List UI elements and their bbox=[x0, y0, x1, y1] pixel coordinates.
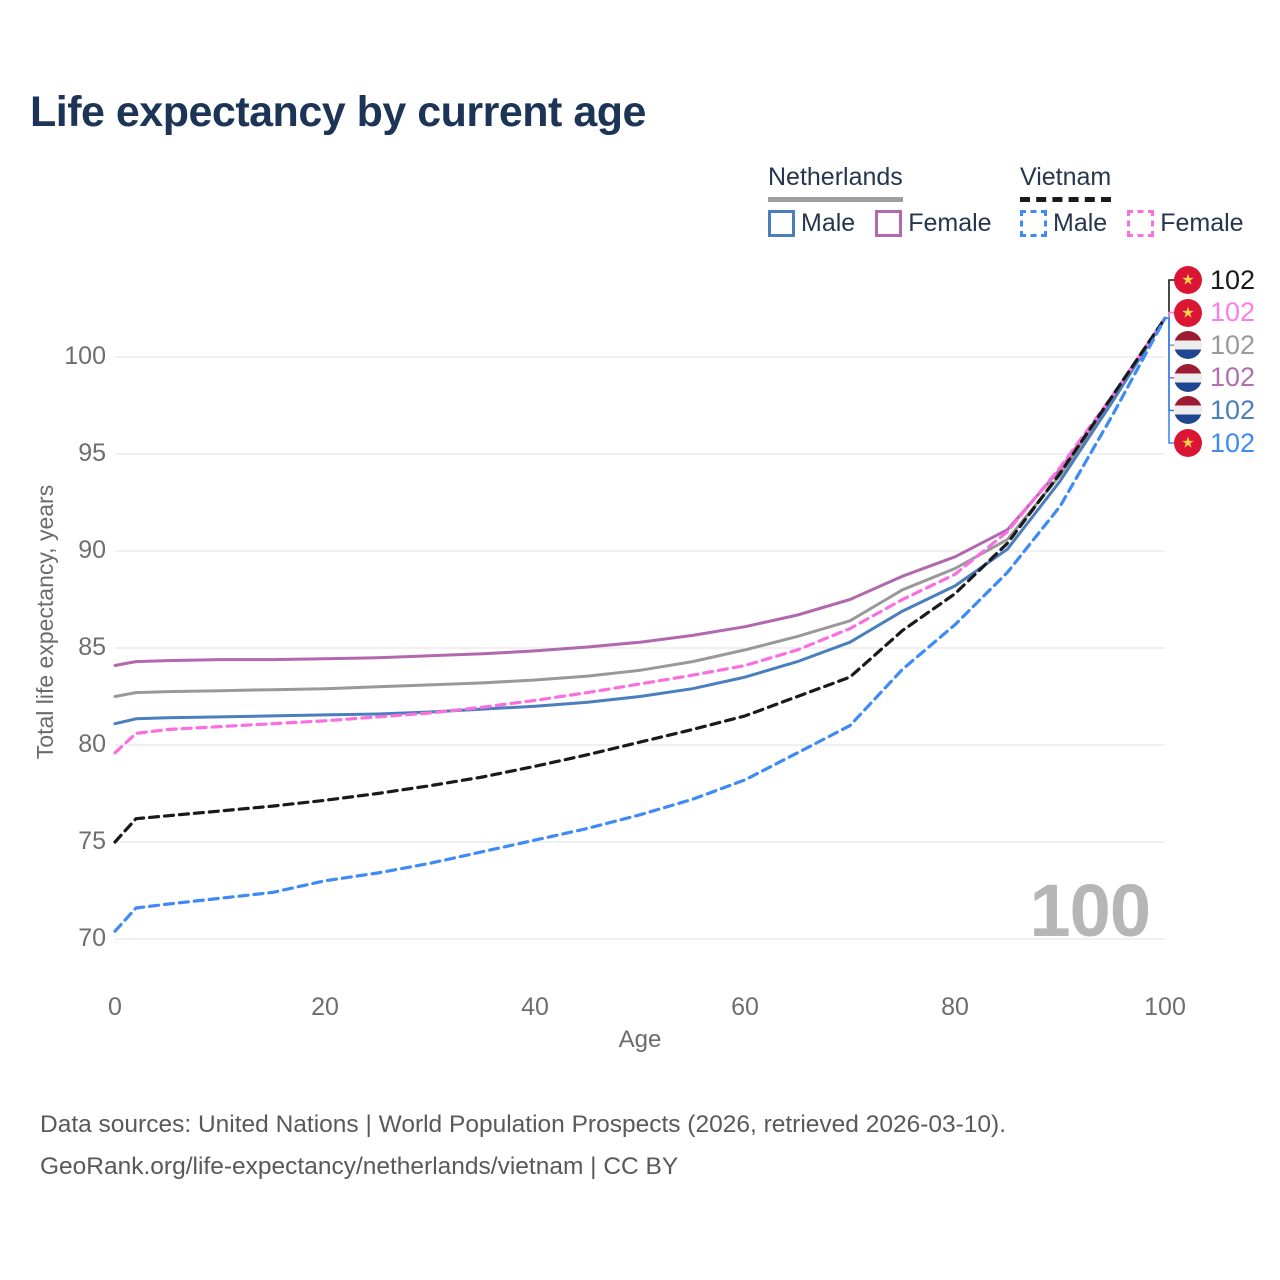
legend-swatch-netherlands-male[interactable] bbox=[768, 210, 795, 237]
series-line-vietnam-total[interactable] bbox=[113, 316, 1167, 844]
legend-label-netherlands-male[interactable]: Male bbox=[801, 209, 856, 237]
footer-attribution: GeoRank.org/life-expectancy/netherlands/… bbox=[40, 1153, 679, 1181]
legend-items-row: Male Female bbox=[1020, 209, 1264, 238]
legend-country-netherlands: Netherlands bbox=[768, 163, 903, 202]
end-label-connector-netherlands-female bbox=[1165, 317, 1175, 379]
end-label-connector-vietnam-female bbox=[1165, 311, 1175, 319]
legend-label-vietnam-female[interactable]: Female bbox=[1160, 209, 1244, 237]
footer: Data sources: United Nations | World Pop… bbox=[40, 1104, 1006, 1188]
hover-age-watermark: 100 bbox=[1029, 869, 1151, 952]
legend-swatch-vietnam-male[interactable] bbox=[1020, 210, 1047, 237]
legend-group-netherlands: Netherlands Male Female bbox=[768, 163, 1012, 238]
legend-label-netherlands-female[interactable]: Female bbox=[908, 209, 992, 237]
legend-label-vietnam-male[interactable]: Male bbox=[1053, 209, 1108, 237]
y-axis-title: Total life expectancy, years bbox=[32, 484, 58, 760]
series-line-vietnam-female[interactable] bbox=[113, 316, 1167, 755]
legend-country-vietnam: Vietnam bbox=[1020, 163, 1112, 202]
series-line-netherlands-total[interactable] bbox=[113, 316, 1167, 698]
legend-swatch-netherlands-female[interactable] bbox=[875, 210, 903, 237]
x-axis-title: Age bbox=[618, 1026, 662, 1053]
end-label-connector-netherlands bbox=[1165, 317, 1175, 346]
series-line-netherlands-male[interactable] bbox=[113, 316, 1167, 726]
end-label-connector-netherlands-male bbox=[1165, 317, 1175, 412]
page-title: Life expectancy by current age bbox=[30, 88, 646, 136]
series-line-netherlands-female[interactable] bbox=[113, 316, 1167, 667]
footer-data-sources: Data sources: United Nations | World Pop… bbox=[40, 1111, 1007, 1138]
legend-items-row: Male Female bbox=[768, 209, 1012, 238]
legend-group-vietnam: Vietnam Male Female bbox=[1020, 163, 1264, 238]
series-line-vietnam-male[interactable] bbox=[113, 316, 1167, 933]
legend-swatch-vietnam-female[interactable] bbox=[1127, 210, 1155, 237]
end-label-connector-vietnam-male bbox=[1165, 317, 1175, 444]
